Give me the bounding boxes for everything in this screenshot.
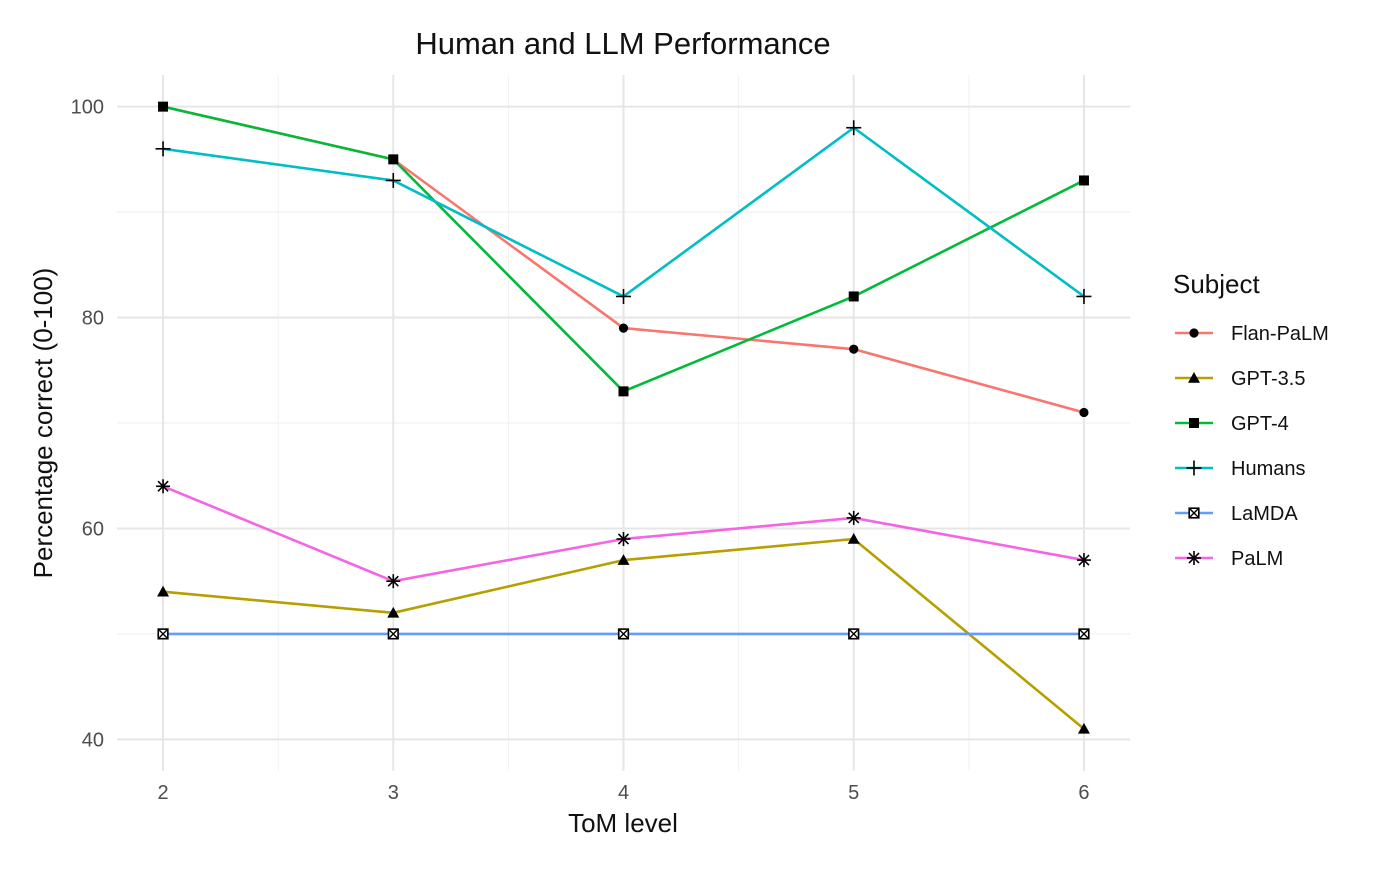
legend-key-marker-circle-icon [1189, 328, 1199, 338]
legend-key-marker-boxx-icon [1188, 507, 1200, 519]
data-point-gpt-4 [388, 154, 399, 165]
legend: Subject Flan-PaLM GPT-3.5 GPT-4 Humans LaMDA… [1173, 269, 1329, 570]
data-point-lamda [1078, 628, 1090, 640]
data-point-flan-palm [1079, 407, 1089, 418]
data-point-gpt-4 [158, 101, 169, 112]
legend-item-lamda: LaMDA [1175, 503, 1298, 525]
legend-key-marker-asterisk-icon [1187, 551, 1201, 565]
series-markers [155, 101, 1092, 734]
data-point-palm [616, 532, 631, 546]
data-point-flan-palm [618, 323, 629, 333]
data-point-gpt-3-5 [157, 585, 170, 597]
data-point-palm [386, 574, 401, 589]
legend-label: PaLM [1231, 548, 1283, 570]
data-point-lamda [848, 628, 860, 640]
data-point-palm [156, 479, 171, 494]
data-point-lamda [157, 628, 169, 640]
x-tick-label: 4 [618, 782, 629, 804]
data-point-humans [385, 172, 401, 188]
legend-item-gpt-4: GPT-4 [1175, 413, 1289, 435]
y-tick-label: 40 [82, 729, 104, 751]
data-point-gpt-3-5 [617, 554, 630, 565]
x-tick-label: 6 [1078, 782, 1089, 804]
legend-key-marker-square-icon [1189, 418, 1199, 428]
legend-label: Humans [1231, 458, 1305, 480]
data-point-humans [1076, 288, 1092, 304]
legend-key-marker-triangle-icon [1188, 372, 1200, 383]
data-point-flan-palm [849, 344, 859, 354]
data-point-lamda [617, 628, 630, 640]
y-tick-label: 100 [71, 97, 104, 119]
data-point-gpt-3-5 [847, 533, 860, 544]
legend-label: GPT-4 [1231, 413, 1289, 435]
data-point-palm [1076, 553, 1091, 568]
x-tick-label: 5 [848, 782, 859, 804]
legend-key-marker-plus-icon [1186, 460, 1202, 476]
data-point-gpt-3-5 [1077, 722, 1090, 734]
y-axis-title: Percentage correct (0-100) [28, 268, 58, 579]
data-point-humans [155, 141, 171, 157]
y-tick-label: 80 [82, 308, 104, 330]
data-point-palm [846, 510, 861, 525]
grid-major [117, 75, 1130, 771]
data-point-gpt-3-5 [387, 606, 400, 618]
data-point-lamda [387, 628, 399, 640]
y-tick-label: 60 [82, 518, 104, 540]
chart-title: Human and LLM Performance [415, 26, 830, 61]
x-tick-label: 2 [157, 782, 168, 804]
x-axis-title: ToM level [568, 808, 678, 838]
legend-item-humans: Humans [1175, 458, 1305, 480]
data-point-humans [846, 120, 862, 136]
legend-item-flan-palm: Flan-PaLM [1175, 323, 1329, 345]
x-axis-ticks: 2 3 4 5 6 [157, 782, 1089, 804]
legend-label: LaMDA [1231, 503, 1298, 525]
legend-item-palm: PaLM [1175, 548, 1283, 570]
legend-label: Flan-PaLM [1231, 323, 1329, 345]
legend-title: Subject [1173, 269, 1260, 299]
data-point-gpt-4 [618, 386, 629, 397]
data-point-gpt-4 [1078, 175, 1089, 186]
x-tick-label: 3 [388, 782, 399, 804]
legend-item-gpt-3-5: GPT-3.5 [1175, 368, 1305, 390]
data-point-gpt-4 [848, 291, 859, 302]
y-axis-ticks: 40 60 80 100 [71, 97, 104, 752]
legend-label: GPT-3.5 [1231, 368, 1305, 390]
data-point-humans [616, 288, 631, 304]
